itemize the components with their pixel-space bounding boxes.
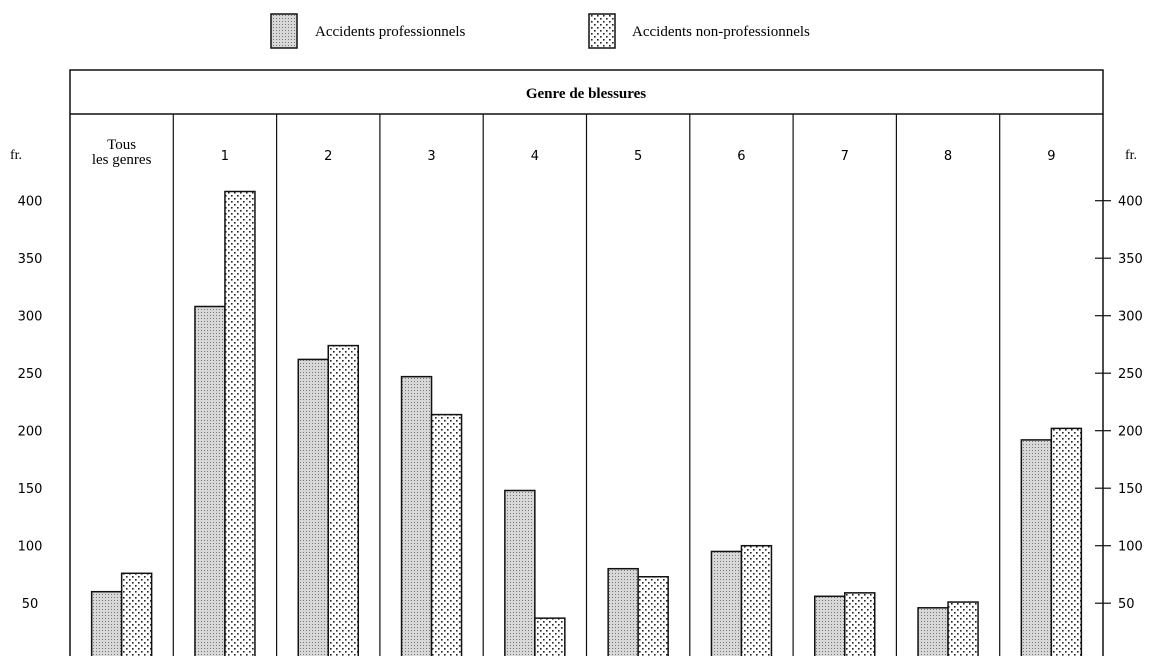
category-label: 5 <box>634 149 642 164</box>
bar-professional <box>400 375 433 656</box>
bar-nonprofessional <box>844 592 876 656</box>
right-tick-label: 50 <box>1118 597 1135 612</box>
bar-professional <box>90 590 123 656</box>
left-tick-label: 200 <box>18 425 43 440</box>
bar-professional <box>1020 439 1053 656</box>
right-tick-label: 300 <box>1118 310 1143 325</box>
category-label: 9 <box>1047 149 1055 164</box>
bar-professional <box>710 550 743 656</box>
bar-professional <box>297 358 329 656</box>
left-tick-label: 400 <box>18 195 43 210</box>
left-axis-unit: fr. <box>10 148 22 163</box>
legend-label-nonprofessional: Accidents non-professionnels <box>632 24 810 40</box>
chart-title: Genre de blessures <box>526 86 646 102</box>
column-dividers <box>172 114 1001 656</box>
bar-nonprofessional <box>740 544 773 656</box>
bar-professional <box>607 567 639 656</box>
bar-nonprofessional <box>534 617 566 656</box>
right-tick-label: 100 <box>1118 540 1143 555</box>
bars <box>90 190 1083 656</box>
bar-nonprofessional <box>327 344 359 656</box>
left-tick-label: 100 <box>18 540 43 555</box>
category-labels: Tous les genres 1 2 3 4 5 6 7 8 9 <box>92 137 1056 168</box>
category-label: 1 <box>221 149 229 164</box>
right-axis-unit: fr. <box>1125 148 1137 163</box>
bar-professional <box>814 595 846 656</box>
category-label: 3 <box>427 149 435 164</box>
bar-nonprofessional <box>1050 427 1083 656</box>
left-tick-label: 250 <box>18 367 43 382</box>
category-label: 6 <box>737 149 745 164</box>
left-tick-label: 50 <box>22 597 39 612</box>
right-tick-label: 150 <box>1118 482 1143 497</box>
bar-nonprofessional <box>947 601 979 656</box>
left-tick-label: 150 <box>18 482 43 497</box>
right-tick-label: 350 <box>1118 252 1143 267</box>
right-tick-label: 250 <box>1118 367 1143 382</box>
legend-swatch-professional <box>270 13 298 49</box>
category-label: 2 <box>324 149 332 164</box>
bar-nonprofessional <box>224 190 256 656</box>
right-tick-label: 200 <box>1118 425 1143 440</box>
left-y-axis: fr. 50 100 150 200 250 300 350 400 <box>10 148 42 612</box>
legend: Accidents professionnels Accidents non-p… <box>270 13 810 49</box>
bar-nonprofessional <box>120 572 153 656</box>
left-tick-label: 300 <box>18 310 43 325</box>
legend-swatch-nonprofessional <box>588 13 616 49</box>
legend-label-professional: Accidents professionnels <box>315 24 466 40</box>
bar-professional <box>917 607 949 656</box>
bar-professional <box>504 489 536 656</box>
category-label: 4 <box>531 149 539 164</box>
category-label: 7 <box>841 149 849 164</box>
bar-nonprofessional <box>637 576 669 656</box>
right-tick-label: 400 <box>1118 195 1143 210</box>
left-tick-label: 350 <box>18 252 43 267</box>
category-label: 8 <box>944 149 952 164</box>
bar-nonprofessional <box>430 413 463 656</box>
bar-professional <box>194 305 226 656</box>
category-label: Tous les genres <box>92 137 152 168</box>
right-y-axis: fr. 50 100 150 200 250 300 350 400 <box>1095 148 1143 612</box>
